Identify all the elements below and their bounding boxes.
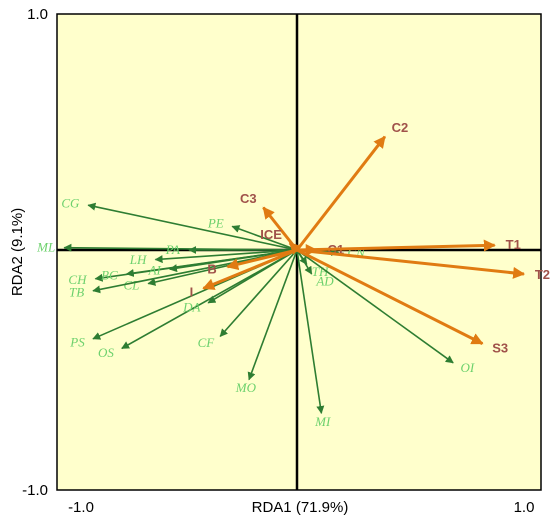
species-label-cl: CL <box>124 278 140 293</box>
env-label-c2: C2 <box>392 120 409 135</box>
species-label-os: OS <box>98 345 114 360</box>
env-arrow-c2 <box>295 135 387 251</box>
y-tick-label-top: 1.0 <box>27 6 48 23</box>
species-label-ai: AI <box>148 263 162 278</box>
x-tick-label-right: 1.0 <box>514 499 535 516</box>
species-arrow-oi <box>296 249 454 364</box>
env-label-c3: C3 <box>240 191 257 206</box>
y-axis-title: RDA2 (9.1%) <box>9 208 26 296</box>
env-arrow-t1 <box>296 239 496 252</box>
env-arrow-b <box>226 248 298 271</box>
env-arrow-t2 <box>296 248 526 279</box>
species-label-oi: OI <box>460 360 474 375</box>
species-label-tb: TB <box>69 285 84 300</box>
species-label-cg: CG <box>61 195 80 210</box>
y-tick-label-bottom: -1.0 <box>22 482 48 499</box>
env-label-t1: T1 <box>506 237 521 252</box>
species-label-ch: CH <box>68 272 87 287</box>
species-label-cf: CF <box>198 335 216 350</box>
species-arrow-cf <box>219 249 298 337</box>
species-label-bc: BC <box>101 267 118 282</box>
species-label-ml: ML <box>36 240 55 255</box>
species-label-ad: AD <box>315 274 334 289</box>
species-label-mo: MO <box>235 380 257 395</box>
species-label-pe: PE <box>207 215 224 230</box>
species-label-pa: PA <box>165 242 180 257</box>
species-arrow-da <box>207 249 298 304</box>
env-label-b: B <box>207 261 216 276</box>
env-label-t2: T2 <box>535 267 550 282</box>
env-arrow-s3 <box>296 248 484 345</box>
species-arrow-cg <box>87 202 298 251</box>
species-arrow-pe <box>231 225 298 251</box>
species-label-mi: MI <box>314 414 331 429</box>
env-arrow-i <box>202 248 298 290</box>
species-label-da: DA <box>182 299 200 314</box>
species-arrow-mi <box>296 249 325 414</box>
env-label-ice: ICE <box>260 227 282 242</box>
x-axis-title: RDA1 (71.9%) <box>252 499 349 516</box>
environment-arrows: C2C3ICEC1T1T2S3BI <box>190 120 550 356</box>
species-arrow-lh <box>154 249 298 264</box>
x-tick-label-left: -1.0 <box>68 499 94 516</box>
env-label-i: I <box>190 285 194 300</box>
species-arrow-mo <box>247 249 298 381</box>
species-label-lh: LH <box>129 252 147 267</box>
species-label-th: TH <box>312 264 329 279</box>
species-label-ps: PS <box>69 334 85 349</box>
env-label-s3: S3 <box>492 341 508 356</box>
